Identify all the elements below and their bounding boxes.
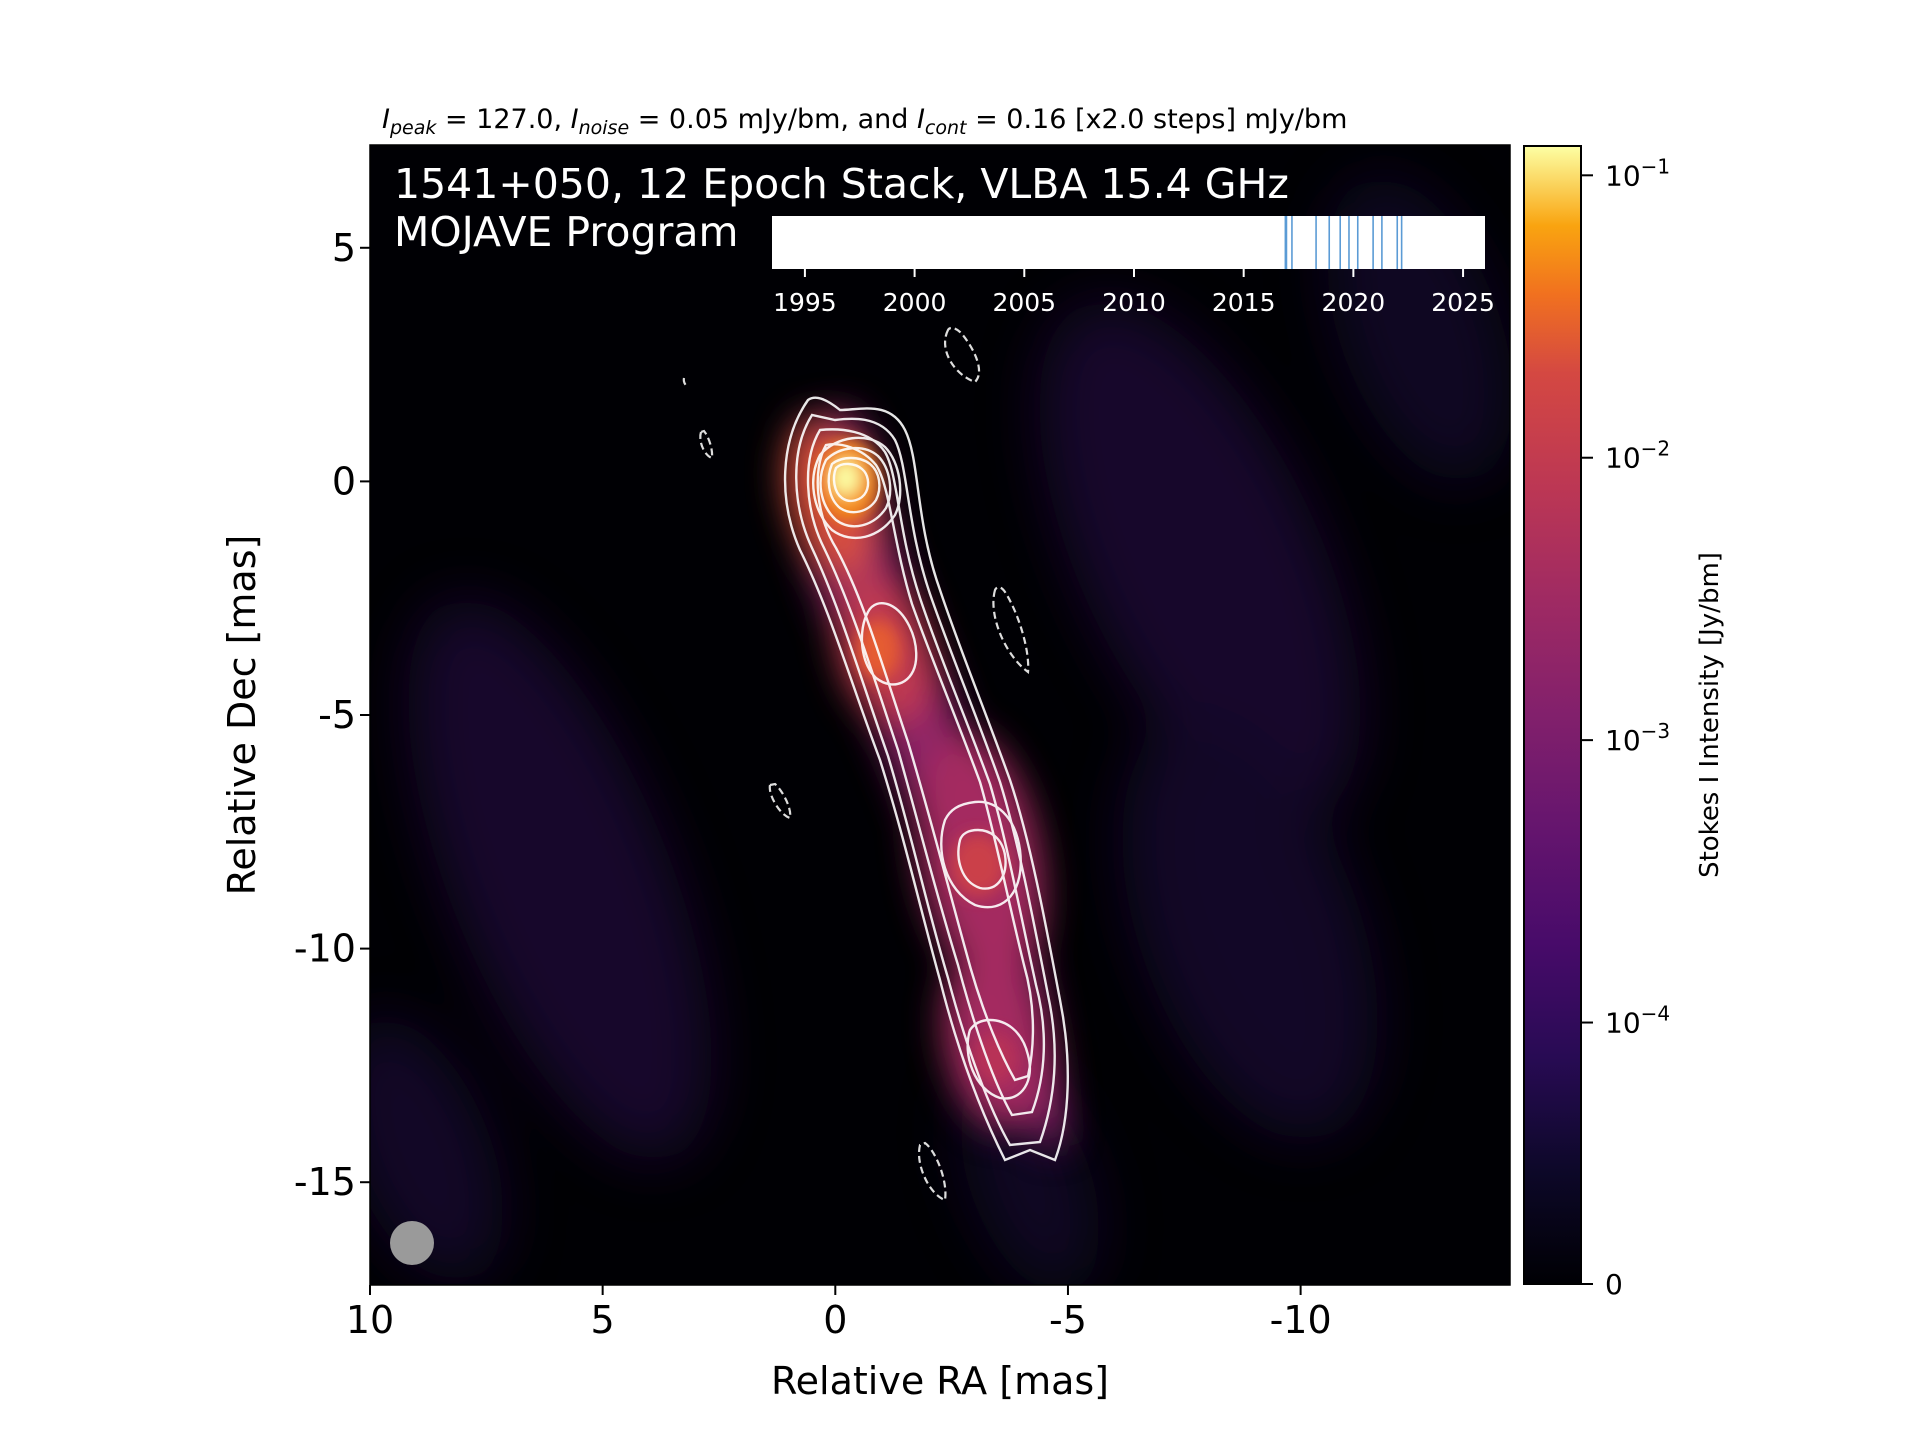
contour-core-2: [819, 447, 892, 528]
y-tick-label-3: -10: [294, 927, 356, 971]
x-tick-label-1: 5: [591, 1298, 615, 1342]
colorbar-tick-label-0: 10−1: [1605, 154, 1670, 192]
epoch-lines: [1284, 216, 1403, 269]
x-tick-label-2: 0: [823, 1298, 847, 1342]
header-ipeak-symbol: I: [382, 104, 390, 135]
colorbar-tick-label-1: 10−2: [1605, 437, 1670, 475]
y-axis-label: Relative Dec [mas]: [220, 535, 264, 896]
x-tick-label-0: 10: [346, 1298, 394, 1342]
contour-knot-c2b: [957, 828, 1007, 890]
epoch-tick-label-6: 2025: [1431, 288, 1495, 317]
neg-contour-4: [768, 782, 792, 820]
y-tick-label-0: 5: [332, 226, 356, 270]
y-tick-label-1: 0: [332, 459, 356, 503]
contour-core-3: [827, 456, 881, 514]
colorbar-label: Stokes I Intensity [Jy/bm]: [1695, 552, 1725, 878]
x-axis-label: Relative RA [mas]: [771, 1359, 1109, 1403]
contour-4: [816, 443, 1035, 1082]
contour-knot-c2: [940, 800, 1022, 909]
y-tick-label-2: -5: [318, 693, 356, 737]
epoch-ticks: 1995 2000 2005 2010 2015 2020 2025: [773, 269, 1495, 317]
plot-title-line2: MOJAVE Program: [394, 208, 738, 256]
image-panel: [370, 145, 1510, 1285]
beam-marker: [390, 1221, 434, 1265]
noise-structure: [370, 177, 1510, 1285]
colorbar-gradient: [1523, 145, 1582, 1285]
colorbar-tick-label-2: 10−3: [1605, 719, 1670, 757]
epoch-tick-label-4: 2015: [1212, 288, 1276, 317]
epoch-tick-label-2: 2005: [992, 288, 1056, 317]
colorbar-tick-label-3: 10−4: [1605, 1002, 1670, 1040]
negative-contours: [682, 326, 1030, 1202]
positive-contours: [783, 396, 1069, 1162]
y-axis-ticks: 5 0 -5 -10 -15: [294, 226, 370, 1204]
header-inoise-symbol: I: [571, 104, 579, 135]
header-inoise-sub: noise: [579, 117, 630, 139]
header-icont-sub: cont: [925, 117, 968, 139]
contour-knot-c1: [860, 602, 918, 686]
neg-contour-6: [682, 377, 688, 388]
contour-core-1: [812, 436, 902, 540]
header-ipeak-value: = 127.0,: [436, 104, 570, 135]
epoch-tick-label-3: 2010: [1102, 288, 1166, 317]
epoch-tick-label-1: 2000: [883, 288, 947, 317]
contour-2: [795, 413, 1056, 1147]
header-text: Ipeak = 127.0, Inoise = 0.05 mJy/bm, and…: [382, 104, 1347, 139]
epoch-timeline: 1995 2000 2005 2010 2015 2020 2025: [772, 216, 1495, 317]
header-icont-symbol: I: [917, 104, 925, 135]
contour-3: [806, 428, 1046, 1117]
colorbar-ticks: 10−1 10−2 10−3 10−4 0: [1581, 154, 1670, 1301]
contour-1: [783, 396, 1069, 1162]
header-icont-value: = 0.16 [x2.0 steps] mJy/bm: [966, 104, 1347, 135]
colorbar: 10−1 10−2 10−3 10−4 0 Stokes I Intensity [Jy…: [1523, 145, 1725, 1301]
x-axis-ticks: 10 5 0 -5 -10: [346, 1285, 1332, 1342]
plot-title-line1: 1541+050, 12 Epoch Stack, VLBA 15.4 GHz: [394, 160, 1289, 208]
header-ipeak-sub: peak: [389, 117, 437, 139]
neg-contour-2: [992, 586, 1030, 675]
header-inoise-value: = 0.05 mJy/bm, and: [629, 104, 917, 135]
epoch-tick-label-5: 2020: [1322, 288, 1386, 317]
epoch-tick-label-0: 1995: [773, 288, 837, 317]
x-tick-label-3: -5: [1049, 1298, 1087, 1342]
colorbar-tick-label-4: 0: [1605, 1268, 1623, 1301]
epoch-timeline-box: [772, 216, 1485, 269]
contour-knot-c3: [966, 1018, 1032, 1100]
contour-core-4: [832, 462, 870, 503]
y-tick-label-4: -15: [294, 1160, 356, 1204]
x-tick-label-4: -10: [1270, 1298, 1332, 1342]
